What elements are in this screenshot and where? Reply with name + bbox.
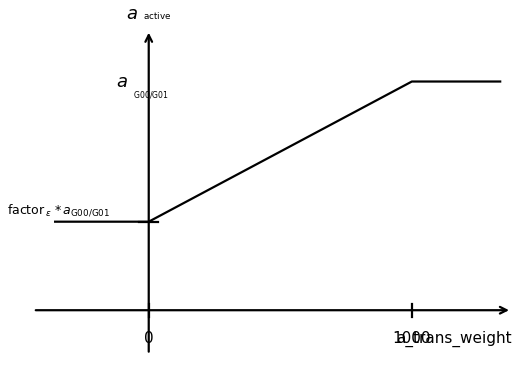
Text: 0: 0 [144,330,153,345]
Text: $a$: $a$ [126,5,138,23]
Text: a_trans_weight: a_trans_weight [396,330,512,347]
Text: 1000: 1000 [393,330,431,345]
Text: $_{\mathrm{active}}$: $_{\mathrm{active}}$ [143,8,172,21]
Text: $_{\mathrm{G00/G01}}$: $_{\mathrm{G00/G01}}$ [133,89,169,102]
Text: $\mathrm{factor}_{\,\epsilon}$ $* \,a_{\mathrm{G00/G01}}$: $\mathrm{factor}_{\,\epsilon}$ $* \,a_{\… [7,202,110,218]
Text: $a$: $a$ [116,73,127,90]
